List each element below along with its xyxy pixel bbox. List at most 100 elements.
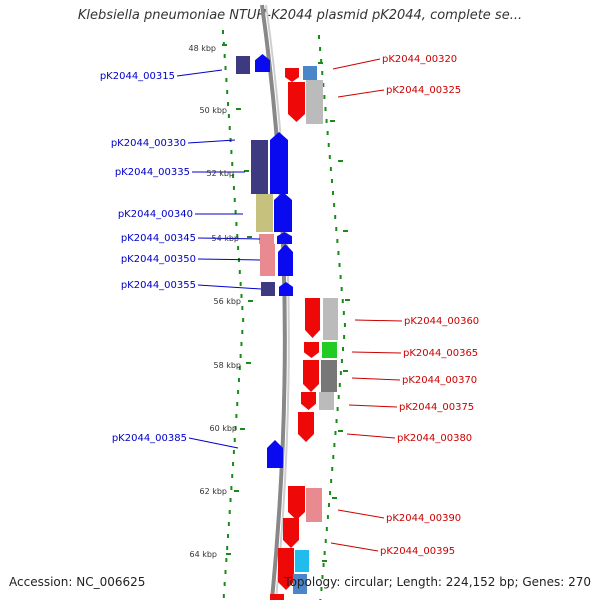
- ruler-dot: [228, 126, 231, 130]
- ruler-dot: [339, 371, 342, 375]
- cds-arrow-00390: [288, 486, 305, 520]
- ruler-dot: [326, 131, 329, 135]
- ruler-dot: [226, 90, 229, 94]
- tick-label: 56 kbp: [213, 297, 241, 306]
- gene-label-right[interactable]: pK2044_00320: [382, 54, 457, 65]
- ruler-major-tick: [330, 120, 335, 122]
- gene-label-right[interactable]: pK2044_00370: [402, 375, 477, 386]
- gene-label-right[interactable]: pK2044_00325: [386, 85, 461, 96]
- feature-track[interactable]: [236, 54, 338, 600]
- cds-box-00340: [256, 194, 273, 232]
- ruler-dot: [332, 191, 335, 195]
- ruler-major-tick: [338, 430, 343, 432]
- ruler-dot: [321, 575, 324, 579]
- ruler-major-tick: [244, 170, 249, 172]
- ruler-major-tick: [247, 236, 252, 238]
- cds-box-00345: [259, 234, 274, 244]
- ruler-dot: [241, 306, 244, 310]
- ruler-dot: [320, 59, 323, 63]
- ruler-major-tick: [343, 370, 348, 372]
- gene-label-left[interactable]: pK2044_00355: [121, 280, 196, 291]
- tick-label: 48 kbp: [188, 44, 216, 53]
- ruler-dot: [240, 342, 243, 346]
- ruler-dot: [335, 227, 338, 231]
- cds-box-00365: [322, 342, 337, 358]
- topology-text: Topology: circular; Length: 224,152 bp; …: [284, 575, 591, 589]
- ruler-major-tick: [318, 62, 323, 64]
- ruler-dot: [230, 150, 233, 154]
- ruler-dot: [227, 102, 230, 106]
- gene-label-left[interactable]: pK2044_00340: [118, 209, 193, 220]
- ruler-dot: [227, 114, 230, 118]
- ruler-dot: [322, 83, 325, 87]
- ruler-dot: [234, 210, 237, 214]
- cds-box-00375: [319, 392, 334, 410]
- leader-line: [187, 139, 236, 144]
- cds-box-00395b: [293, 574, 307, 594]
- ruler-dot: [223, 582, 226, 586]
- gene-label-left[interactable]: pK2044_00350: [121, 254, 196, 265]
- gene-label-left[interactable]: pK2044_00385: [112, 433, 187, 444]
- ruler-dot: [224, 570, 227, 574]
- ruler-dot: [324, 539, 327, 543]
- cds-arrow-00340: [274, 192, 292, 232]
- ruler-dot: [222, 594, 225, 598]
- ruler-dot: [236, 402, 239, 406]
- ruler-dot: [237, 246, 240, 250]
- ruler-dot: [231, 162, 234, 166]
- ruler-major-tick: [248, 300, 253, 302]
- ruler-dot: [225, 78, 228, 82]
- gene-label-left[interactable]: pK2044_00315: [100, 71, 175, 82]
- ruler-dot: [330, 479, 333, 483]
- gene-label-right[interactable]: pK2044_00365: [403, 348, 478, 359]
- ruler-dot: [236, 234, 239, 238]
- ruler-dot: [337, 251, 340, 255]
- cds-arrow-00360: [305, 298, 320, 338]
- ruler-dot: [332, 455, 335, 459]
- ruler-major-tick: [338, 160, 343, 162]
- ruler-dot: [319, 47, 322, 51]
- map-title: Klebsiella pneumoniae NTUH-K2044 plasmid…: [77, 8, 523, 23]
- ruler-dot: [341, 299, 344, 303]
- kbp-ticks: 48 kbp 50 kbp 52 kbp 54 kbp 56 kbp 58 kbp 60 k…: [188, 44, 241, 559]
- gene-label-right[interactable]: pK2044_00375: [399, 402, 474, 413]
- leader-line: [332, 58, 381, 70]
- gene-label-right[interactable]: pK2044_00395: [380, 546, 455, 557]
- cds-arrow-00375: [301, 392, 316, 410]
- cds-arrow-00355: [279, 282, 293, 296]
- gene-label-right[interactable]: pK2044_00380: [397, 433, 472, 444]
- ruler-dot: [329, 491, 332, 495]
- ruler-dot: [222, 30, 224, 34]
- ruler-dot: [237, 378, 240, 382]
- tick-label: 50 kbp: [199, 106, 227, 115]
- leader-line: [176, 69, 223, 77]
- gene-labels[interactable]: pK2044_00315 pK2044_00330 pK2044_00335 pK20…: [100, 54, 479, 557]
- tick-label: 60 kbp: [209, 424, 237, 433]
- ruler-dot: [225, 558, 228, 562]
- ruler-dot: [223, 54, 226, 58]
- gene-label-right[interactable]: pK2044_00360: [404, 316, 479, 327]
- leader-line: [197, 284, 262, 290]
- ruler-dot: [339, 275, 342, 279]
- cds-box-00330: [251, 140, 268, 194]
- ruler-dot: [235, 222, 238, 226]
- ruler-dot: [329, 167, 332, 171]
- leader-line: [337, 509, 385, 519]
- ruler-dot: [333, 443, 336, 447]
- ruler-dot: [334, 431, 337, 435]
- ruler-dot: [337, 395, 340, 399]
- ruler-dot: [226, 546, 229, 550]
- gene-label-left[interactable]: pK2044_00335: [115, 167, 190, 178]
- ruler-dot: [330, 179, 333, 183]
- ruler-dot: [328, 155, 331, 159]
- cds-arrow-00385: [267, 440, 283, 468]
- cds-box-00395: [295, 550, 309, 572]
- cds-box-00320: [303, 66, 317, 80]
- leader-line: [197, 258, 261, 261]
- ruler-dot: [321, 71, 324, 75]
- gene-label-left[interactable]: pK2044_00330: [111, 138, 186, 149]
- gene-label-left[interactable]: pK2044_00345: [121, 233, 196, 244]
- gene-label-right[interactable]: pK2044_00390: [386, 513, 461, 524]
- ruler-dot: [228, 510, 231, 514]
